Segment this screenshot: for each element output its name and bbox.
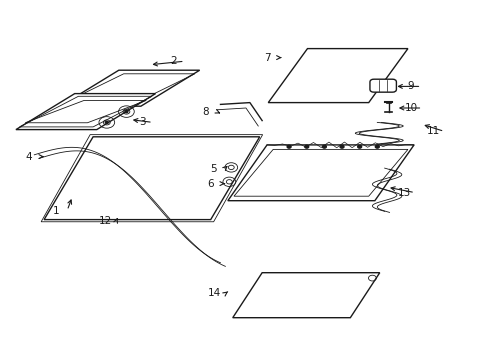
Circle shape — [358, 145, 362, 148]
Polygon shape — [228, 145, 414, 201]
Text: 9: 9 — [407, 81, 414, 91]
Circle shape — [125, 111, 128, 113]
Text: 6: 6 — [207, 179, 214, 189]
Text: 10: 10 — [405, 103, 418, 113]
Circle shape — [322, 145, 326, 148]
Polygon shape — [269, 49, 408, 103]
FancyBboxPatch shape — [370, 79, 396, 92]
Polygon shape — [16, 94, 156, 130]
Text: 3: 3 — [139, 117, 146, 127]
Text: 12: 12 — [98, 216, 112, 226]
Polygon shape — [60, 70, 200, 106]
Text: 8: 8 — [202, 107, 209, 117]
Circle shape — [105, 121, 108, 123]
Text: 14: 14 — [208, 288, 221, 298]
Polygon shape — [233, 273, 380, 318]
Circle shape — [305, 145, 309, 148]
Text: 5: 5 — [210, 164, 217, 174]
Circle shape — [340, 145, 344, 148]
Text: 11: 11 — [427, 126, 441, 136]
Text: 13: 13 — [397, 188, 411, 198]
Text: 1: 1 — [53, 206, 60, 216]
Text: 7: 7 — [264, 53, 270, 63]
Circle shape — [375, 145, 379, 148]
Text: 4: 4 — [25, 152, 32, 162]
Text: 2: 2 — [171, 56, 177, 66]
Circle shape — [287, 145, 291, 148]
